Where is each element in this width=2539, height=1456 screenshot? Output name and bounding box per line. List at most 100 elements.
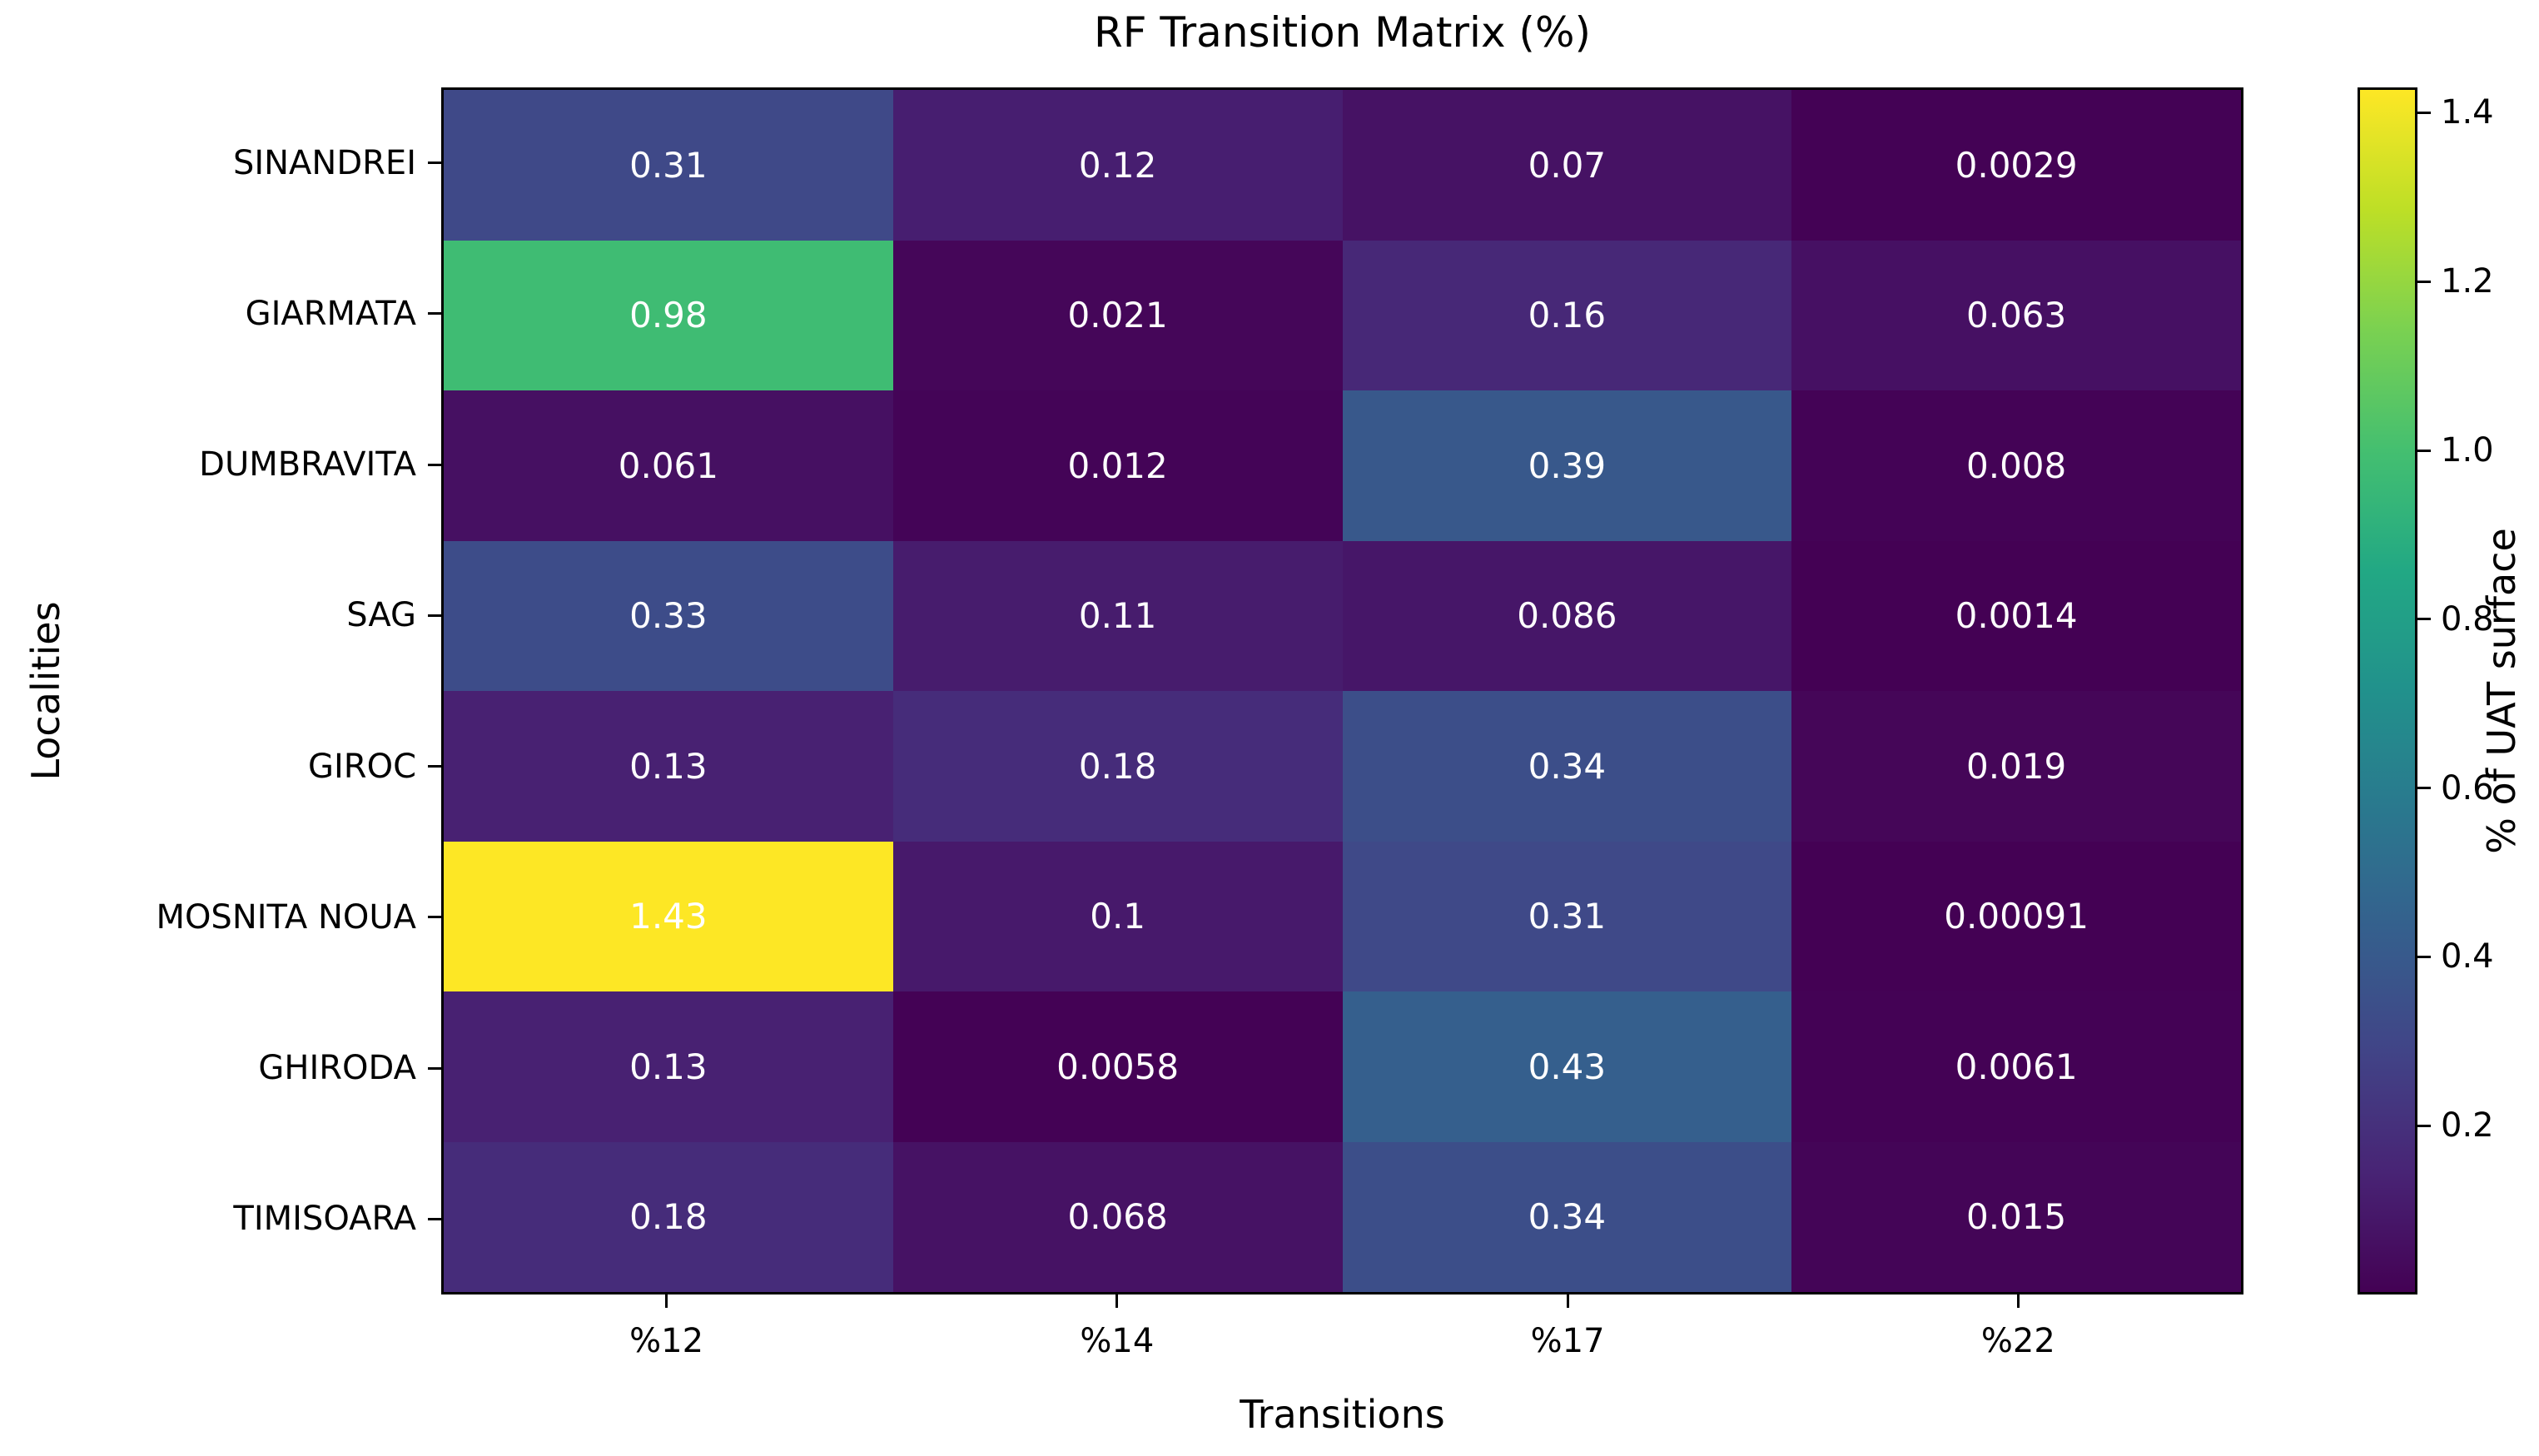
heatmap-cell: 0.34 <box>1342 1141 1792 1292</box>
x-tick-mark <box>1115 1294 1119 1308</box>
y-tick-mark <box>428 162 441 165</box>
cell-value: 0.0058 <box>1056 1046 1180 1087</box>
heatmap-cell: 0.015 <box>1791 1141 2241 1292</box>
heatmap-cell: 0.068 <box>892 1141 1343 1292</box>
y-tick-label: GHIRODA <box>258 1049 416 1088</box>
x-tick-label: %12 <box>629 1322 704 1360</box>
cell-value: 0.068 <box>1067 1196 1168 1238</box>
cell-value: 0.98 <box>629 295 708 336</box>
x-tick-mark <box>665 1294 668 1308</box>
heatmap-cell: 0.0029 <box>1791 90 2241 241</box>
cell-value: 0.07 <box>1528 144 1607 186</box>
cell-value: 0.0014 <box>1955 595 2078 637</box>
heatmap-cell: 0.31 <box>444 90 893 241</box>
colorbar-tick-mark <box>2417 280 2431 283</box>
y-tick-mark <box>428 916 441 919</box>
cell-value: 0.43 <box>1528 1046 1607 1087</box>
y-tick-mark <box>428 1066 441 1070</box>
cell-value: 0.13 <box>629 745 708 787</box>
y-tick-mark <box>428 614 441 617</box>
heatmap-cell: 0.021 <box>892 240 1343 390</box>
heatmap-cell: 0.07 <box>1342 90 1792 241</box>
heatmap-cell: 0.11 <box>892 540 1343 691</box>
x-tick-label: %22 <box>1980 1322 2055 1360</box>
x-axis-label: Transitions <box>1240 1392 1445 1437</box>
heatmap-cell: 0.012 <box>892 390 1343 541</box>
colorbar-tick-label: 0.2 <box>2441 1106 2494 1145</box>
cell-value: 0.086 <box>1517 595 1617 637</box>
x-tick-label: %14 <box>1080 1322 1155 1360</box>
cell-value: 0.31 <box>629 144 708 186</box>
y-tick-label: DUMBRAVITA <box>199 445 416 485</box>
colorbar-tick-mark <box>2417 955 2431 958</box>
heatmap-cell: 0.061 <box>444 390 893 541</box>
cell-value: 0.019 <box>1966 745 2067 787</box>
heatmap-cell: 0.39 <box>1342 390 1792 541</box>
colorbar-tick-label: 1.2 <box>2441 262 2494 301</box>
cell-value: 0.34 <box>1528 1196 1607 1238</box>
heatmap-cell: 1.43 <box>444 841 893 991</box>
chart-title: RF Transition Matrix (%) <box>1094 8 1591 57</box>
cell-value: 0.021 <box>1067 295 1168 336</box>
y-tick-label: TIMISOARA <box>233 1200 416 1239</box>
x-tick-label: %17 <box>1530 1322 1605 1360</box>
heatmap-cell: 0.0058 <box>892 991 1343 1142</box>
cell-value: 1.43 <box>629 896 708 937</box>
colorbar-tick-mark <box>2417 449 2431 452</box>
heatmap-cell: 0.12 <box>892 90 1343 241</box>
colorbar-tick-label: 1.0 <box>2441 431 2494 470</box>
cell-value: 0.11 <box>1078 595 1157 637</box>
x-tick-mark <box>2016 1294 2020 1308</box>
heatmap-cell: 0.18 <box>892 691 1343 842</box>
cell-value: 0.0029 <box>1955 144 2078 186</box>
colorbar-tick-label: 0.6 <box>2441 768 2494 808</box>
cell-value: 0.16 <box>1528 295 1607 336</box>
cell-value: 0.18 <box>1078 745 1157 787</box>
heatmap-cell: 0.019 <box>1791 691 2241 842</box>
cell-value: 0.0061 <box>1955 1046 2078 1087</box>
heatmap-cell: 0.98 <box>444 240 893 390</box>
x-tick-mark <box>1566 1294 1569 1308</box>
cell-value: 0.061 <box>618 445 718 486</box>
y-tick-label: GIARMATA <box>245 294 416 333</box>
cell-value: 0.13 <box>629 1046 708 1087</box>
heatmap-cell: 0.31 <box>1342 841 1792 991</box>
heatmap-cell: 0.16 <box>1342 240 1792 390</box>
cell-value: 0.12 <box>1078 144 1157 186</box>
y-tick-label: SINANDREI <box>232 143 416 182</box>
cell-value: 0.00091 <box>1944 896 2089 937</box>
colorbar-tick-mark <box>2417 787 2431 790</box>
heatmap-cell: 0.33 <box>444 540 893 691</box>
colorbar-tick-mark <box>2417 1124 2431 1127</box>
cell-value: 0.012 <box>1067 445 1168 486</box>
cell-value: 0.015 <box>1966 1196 2067 1238</box>
colorbar-tick-mark <box>2417 111 2431 114</box>
heatmap-cell: 0.43 <box>1342 991 1792 1142</box>
heatmap-cell: 0.13 <box>444 991 893 1142</box>
heatmap-cell: 0.00091 <box>1791 841 2241 991</box>
colorbar-gradient <box>2358 87 2417 1294</box>
y-tick-mark <box>428 1217 441 1220</box>
cell-value: 0.18 <box>629 1196 708 1238</box>
cell-value: 0.008 <box>1966 445 2067 486</box>
colorbar-tick-label: 0.4 <box>2441 937 2494 976</box>
cell-value: 0.39 <box>1528 445 1607 486</box>
cell-value: 0.1 <box>1090 896 1146 937</box>
heatmap-cell: 0.008 <box>1791 390 2241 541</box>
heatmap-cell: 0.0014 <box>1791 540 2241 691</box>
heatmap-cell: 0.086 <box>1342 540 1792 691</box>
y-tick-label: GIROC <box>308 747 416 786</box>
y-tick-mark <box>428 312 441 316</box>
heatmap-cell: 0.34 <box>1342 691 1792 842</box>
y-tick-label: SAG <box>346 596 416 635</box>
heatmap-cell: 0.0061 <box>1791 991 2241 1142</box>
colorbar-tick-mark <box>2417 618 2431 621</box>
y-tick-label: MOSNITA NOUA <box>156 897 416 937</box>
y-tick-mark <box>428 765 441 768</box>
heatmap-cell: 0.063 <box>1791 240 2241 390</box>
heatmap-grid: 0.31 0.12 0.07 0.0029 0.98 0.021 0.16 0.063 0.06… <box>441 87 2243 1294</box>
y-tick-mark <box>428 463 441 466</box>
cell-value: 0.31 <box>1528 896 1607 937</box>
cell-value: 0.33 <box>629 595 708 637</box>
